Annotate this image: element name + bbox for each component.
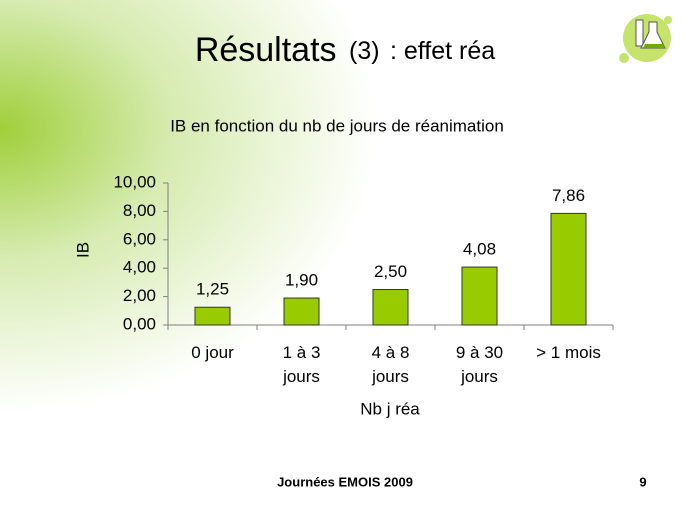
value-label: 1,25	[196, 280, 229, 299]
title-part: (3)	[349, 37, 380, 65]
x-tick-label: > 1 mois	[536, 343, 601, 362]
logo	[619, 14, 672, 63]
title-part: : effet réa	[390, 37, 495, 65]
y-axis-label: IB	[73, 242, 92, 258]
value-label: 7,86	[552, 186, 585, 205]
y-tick-label: 10,00	[113, 172, 156, 191]
value-label: 2,50	[374, 262, 407, 281]
x-tick-label-box: 9 à 30 jours	[455, 343, 504, 386]
x-tick-label: 9 à 30 jours	[455, 343, 504, 386]
bar	[194, 306, 231, 326]
x-tick-label-box: 1 à 3 jours	[282, 343, 321, 386]
bar	[283, 297, 320, 326]
bar	[461, 266, 498, 326]
x-tick-label: 4 à 8 jours	[371, 343, 410, 386]
y-tick-label: 2,00	[123, 286, 156, 305]
x-tick-label-box: 0 jour	[191, 343, 234, 362]
x-tick-label-box: > 1 mois	[536, 343, 601, 362]
page-number: 9	[639, 474, 646, 489]
value-label: 4,08	[463, 240, 496, 259]
slide-title: Résultats (3) : effet réa	[195, 31, 495, 69]
title-part: Résultats	[195, 31, 337, 69]
x-tick-label-box: 4 à 8 jours	[371, 343, 410, 386]
chart-title: IB en fonction du nb de jours de réanima…	[170, 116, 504, 135]
x-tick-label: 1 à 3 jours	[282, 343, 321, 386]
value-label: 1,90	[285, 271, 318, 290]
y-tick-label: 4,00	[123, 258, 156, 277]
x-axis-label: Nb j réa	[360, 399, 420, 418]
y-tick-label: 8,00	[123, 201, 156, 220]
bar	[372, 289, 409, 326]
y-tick-label: 6,00	[123, 229, 156, 248]
x-tick-label: 0 jour	[191, 343, 234, 362]
y-tick-label: 0,00	[123, 314, 156, 333]
bar	[550, 212, 587, 326]
footer: Journées EMOIS 2009	[277, 474, 413, 489]
